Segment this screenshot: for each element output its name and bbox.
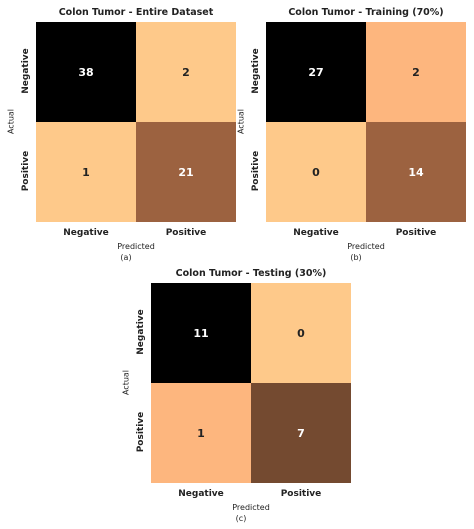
subfigure-caption: (c) [235,514,247,523]
matrix-cell-1-1: 21 [136,122,236,222]
x-tick-label: Negative [293,228,339,238]
y-axis-label: Actual [121,369,131,396]
matrix-cell-1-0: 1 [151,383,251,483]
y-axis-label: Actual [236,108,246,135]
x-axis-label: Predicted [117,242,155,251]
matrix-cell-0-1: 0 [251,283,351,383]
subfigure-caption: (a) [120,253,132,262]
y-tick-label: Negative [136,309,146,355]
y-axis-label: Actual [6,108,16,135]
y-tick-label: Positive [21,150,31,192]
matrix-cell-0-0: 27 [266,22,366,122]
y-tick-label: Negative [21,48,31,94]
y-tick-label: Positive [251,150,261,192]
x-tick-label: Negative [178,489,224,499]
matrix-cell-0-1: 2 [136,22,236,122]
matrix-cell-0-0: 11 [151,283,251,383]
matrix-cell-0-1: 2 [366,22,466,122]
matrix-cell-1-1: 7 [251,383,351,483]
matrix-cell-1-0: 0 [266,122,366,222]
x-tick-label: Positive [280,489,322,499]
subfigure-caption: (b) [350,253,362,262]
y-tick-label: Positive [136,411,146,453]
chart-title: Colon Tumor - Training (70%) [288,7,444,18]
x-axis-label: Predicted [232,503,270,512]
x-tick-label: Positive [395,228,437,238]
y-tick-label: Negative [251,48,261,94]
matrix-cell-0-0: 38 [36,22,136,122]
x-tick-label: Positive [165,228,207,238]
chart-title: Colon Tumor - Entire Dataset [58,7,214,18]
matrix-cell-1-1: 14 [366,122,466,222]
chart-title: Colon Tumor - Testing (30%) [175,268,327,279]
x-axis-label: Predicted [347,242,385,251]
matrix-cell-1-0: 1 [36,122,136,222]
x-tick-label: Negative [63,228,109,238]
